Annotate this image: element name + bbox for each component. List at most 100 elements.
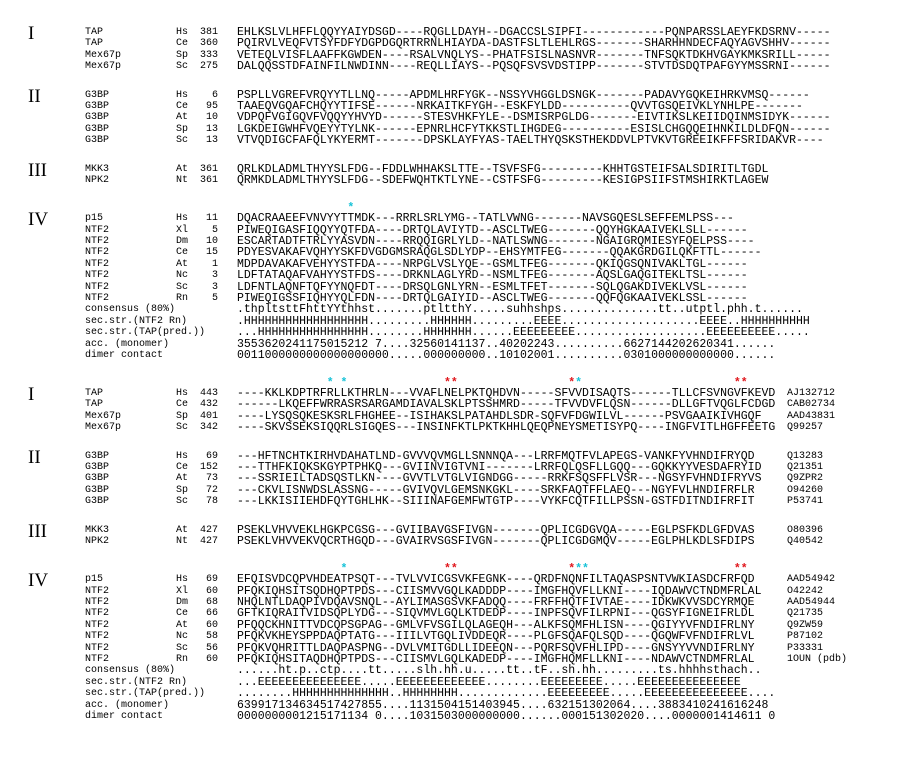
start-position: 69 — [205, 450, 218, 462]
start-position: 275 — [199, 61, 218, 73]
sequence: LGKDEIGWHFVQEYYTYLNK------EPNRLHCFYTKKST… — [237, 122, 831, 136]
sequence-row: TAP Ce 360 PQIRVLVEQFVTSYFDFYDGPDGQRTRRNLHI… — [0, 37, 905, 51]
summary-label: sec.str.(TAP(pred.)) — [85, 688, 206, 700]
protein-name: Mex67p — [85, 49, 122, 61]
start-position: 361 — [199, 174, 218, 186]
start-position: 73 — [205, 473, 218, 485]
sequence-row: p15 Hs 11 DQACRAAEEFVNVYYTTMDK---RRRLSRLYMG… — [0, 212, 905, 226]
red-markers: ** * ** — [237, 563, 748, 577]
species: Hs — [176, 388, 189, 399]
protein-name: p15 — [85, 574, 104, 586]
species: Sp — [176, 49, 189, 61]
sequence-row: NTF2 At 60 PFQQCKHNITTVDCQPSGPAG--GMLVFVSGI… — [0, 618, 905, 632]
summary-row: acc. (monomer) 3553620241175015212 7....3… — [0, 338, 905, 350]
sequence: QRLKDLADMLTHYYSLFDG--FDDLWHHAKSLTTE--TSV… — [237, 162, 769, 176]
accession: O94260 — [787, 484, 824, 496]
summary-label: consensus (80%) — [85, 304, 176, 316]
start-position: 66 — [205, 608, 218, 620]
sequence: ----LYSQSQKESKSRLFHGHEE--ISIHAKSLPATAHDL… — [237, 409, 762, 423]
sequence: VTVQDIGCFAFQLYKYERMT-------DPSKLAYFYAS-T… — [237, 134, 824, 148]
sequence: LDFTATAQAFVAHYYSTFDS----DRKNLAGLYRD--NSM… — [237, 269, 748, 283]
sequence-group: III MKK3 At 361 QRLKDLADMLTHYYSLFDG--FDDLWHH… — [0, 160, 905, 187]
protein-name: NTF2 — [85, 270, 110, 282]
sequence: EHLKSLVLHFFLQQYYAIYDSGD----RQGLLDAYH--DG… — [237, 26, 831, 39]
sequence-row: NTF2 Sc 56 PFQKVQHRITTLDAQPASPNG--DVLVMITGD… — [0, 641, 905, 655]
sequence: PFQQCKHNITTVDCQPSGPAG--GMLVFVSGILQLAGEQH… — [237, 618, 755, 632]
species: Nc — [176, 631, 189, 643]
summary-label: dimer contact — [85, 710, 164, 722]
protein-name: G3BP — [85, 473, 110, 485]
start-position: 60 — [205, 619, 218, 631]
summary-sequence: .thpltsttFhttYYthhst.......ptltthY.....s… — [237, 303, 803, 317]
sequence: ---TTHFKIQKSKGYPTPHKQ---GVIINVIGTVNI----… — [237, 460, 762, 474]
start-position: 10 — [205, 236, 218, 248]
sequence: VDPQFVGIGQVFVQQYYHVYD------STESVHKFYLE--… — [237, 111, 831, 125]
species: Hs — [176, 574, 189, 586]
cyan-markers: * ** — [237, 563, 589, 577]
sequence-row: G3BP At 10 VDPQFVGIGQVFVQQYYHVYD------STESV… — [0, 111, 905, 125]
protein-name: NTF2 — [85, 258, 110, 270]
start-position: 3 — [211, 281, 218, 293]
accession: Q21735 — [787, 608, 824, 620]
start-position: 11 — [205, 213, 218, 225]
start-position: 13 — [205, 135, 218, 147]
group-label: I — [28, 384, 35, 405]
sequence: PQIRVLVEQFVTSYFDFYDGPDGQRTRRNLHIAYDA-DAS… — [237, 37, 831, 51]
group-label: IV — [28, 209, 49, 231]
protein-name: NTF2 — [85, 608, 110, 620]
sequence-row: Mex67p Sc 342 ----SKVSSEKSIQQRLSIGQES---INS… — [0, 421, 905, 435]
protein-name: G3BP — [85, 461, 110, 473]
sequence: DQACRAAEEFVNVYYTTMDK---RRRLSRLYMG--TATLV… — [237, 212, 734, 226]
sequence-row: G3BP Ce 95 TAAEQVGQAFCHQYYTIFSE------NRKAIT… — [0, 99, 905, 113]
sequence: PFQKIQHSITAQDHQPTPDS---CIISMVLGQLKADEDP-… — [237, 653, 755, 667]
protein-name: MKK3 — [85, 524, 110, 536]
sequence-row: NTF2 Sc 3 LDFNTLAQNFTQFYYNQFDT----DRSQLGNLY… — [0, 281, 905, 293]
protein-name: TAP — [85, 388, 104, 399]
protein-name: NPK2 — [85, 174, 110, 186]
start-position: 6 — [211, 89, 218, 101]
sequence-group: * ** ** * ** IV p15 Hs 69 EFQISVDCQPVHDEATPSQ… — [0, 563, 905, 667]
start-position: 15 — [205, 247, 218, 259]
accession: P53741 — [787, 496, 824, 508]
sequence: PFQKVQHRITTLDAQPASPNG--DVLVMITGDLLIDEEQN… — [237, 641, 755, 655]
species: Sc — [176, 61, 189, 73]
sequence-row: G3BP At 73 ---SSRIEILTADSQSTLKN----GVVTLVTG… — [0, 473, 905, 485]
species: Rn — [176, 654, 189, 666]
sequence: EFQISVDCQPVHDEATPSQT---TVLVVICGSVKFEGNK-… — [237, 573, 755, 587]
sequence-row: NTF2 Rn 60 PFQKIQHSITAQDHQPTPDS---CIISMVLGQ… — [0, 653, 905, 667]
start-position: 60 — [205, 654, 218, 666]
sequence-row: Mex67p Sc 275 DALQQSSTDFAINFILNWDINN----REQ… — [0, 60, 905, 74]
sequence-row: G3BP Sp 72 ---CKVLISNWDSLASSNG-----GVIVQVLG… — [0, 484, 905, 496]
species: Hs — [176, 450, 189, 462]
start-position: 60 — [205, 585, 218, 597]
sequence: DALQQSSTDFAINFILNWDINN----REQLLIAYS--PQS… — [237, 60, 831, 74]
protein-name: G3BP — [85, 450, 110, 462]
sequence-row: NTF2 Ce 15 PDYESVAKAFVQHYYSKFDVGDGMSRAQGLSD… — [0, 247, 905, 259]
sequence: ------LKQEFFWRRASRSARGAMDIAVALSKLPTSSHMR… — [237, 398, 776, 412]
species: Sc — [176, 135, 189, 147]
accession: Q21351 — [787, 461, 824, 473]
sequence-group: II G3BP Hs 69 ---HFTNCHTKIRHVDAHATLND-GVVVQV… — [0, 447, 905, 508]
summary-row: dimer contact 0011000000000000000000.....… — [0, 350, 905, 362]
sequence-group: III MKK3 At 427 PSEKLVHVVEKLHGKPCGSG---GVIIB… — [0, 521, 905, 548]
alignment-block: I TAP Hs 381 EHLKSLVLHFFLQQYYAIYDSGD----RQGL… — [0, 23, 905, 362]
sequence: ----SKVSSEKSIQQRLSIGQES---INSINFKTLPKTKH… — [237, 421, 776, 435]
species: Ce — [176, 399, 189, 411]
protein-name: NTF2 — [85, 236, 110, 248]
marker-row: * ** ** * ** — [0, 563, 905, 577]
sequence-row: NTF2 Dm 68 NHQLNTLDAQPIVDQAVSNQL--AYLIMASGS… — [0, 597, 905, 609]
species: At — [176, 619, 189, 631]
species: Dm — [176, 597, 189, 609]
sequence: TAAEQVGQAFCHQYYTIFSE------NRKAITKFYGH--E… — [237, 99, 803, 113]
sequence-row: NPK2 Nt 427 PSEKLVHVVEKVQCRTHGQD---GVAIRVSG… — [0, 535, 905, 547]
species: At — [176, 473, 189, 485]
group-rows: I TAP Hs 443 ----KKLKDPTRFRLLKTHRLN---VVAFLN… — [0, 384, 905, 435]
marker-row: * * * ** * ** — [0, 378, 905, 390]
sequence-row: NTF2 Xl 60 PFQKIQHSITSQDHQPTPDS---CIISMVVGQ… — [0, 585, 905, 597]
accession: Q13283 — [787, 450, 824, 462]
group-rows: IV p15 Hs 69 EFQISVDCQPVHDEATPSQT---TVLVVICG… — [0, 570, 905, 667]
accession: AJ132712 — [787, 388, 836, 399]
sequence-group: * IV p15 Hs 11 DQACRAAEEFVNVYYTTMDK---RRRLSRL… — [0, 203, 905, 305]
start-position: 56 — [205, 642, 218, 654]
